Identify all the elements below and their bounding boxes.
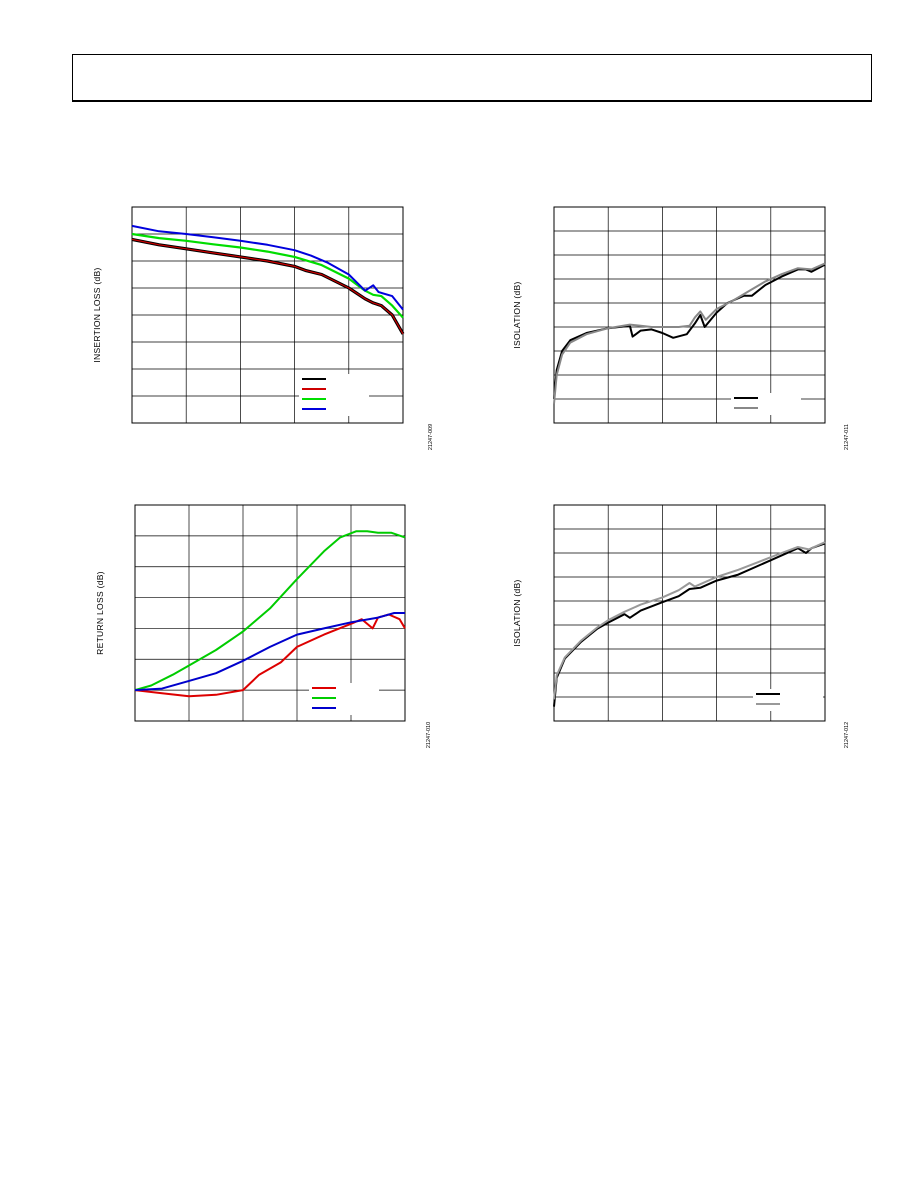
series-line-1 [134, 530, 406, 692]
y-axis-label: INSERTION LOSS (dB) [92, 267, 102, 362]
series-line-1 [553, 262, 826, 404]
series-line-1 [553, 541, 826, 700]
plot-area [553, 504, 826, 722]
isolation-bottom-chart: ISOLATION (dB) 21247-012 [512, 504, 850, 748]
y-axis-label: ISOLATION (dB) [512, 579, 522, 646]
series-line-2 [134, 612, 405, 692]
figure-id: 21247-012 [844, 722, 850, 748]
y-axis-label: RETURN LOSS (dB) [95, 571, 105, 655]
insertion-loss-chart: INSERTION LOSS (dB) 21247-009 [92, 206, 434, 450]
y-axis-label: ISOLATION (dB) [512, 281, 522, 348]
plot-area [131, 206, 404, 424]
legend-background [753, 689, 823, 711]
return-loss-chart: RETURN LOSS (dB) 21247-010 [95, 504, 432, 748]
page-header-box [72, 54, 872, 102]
figure-id: 21247-010 [426, 722, 432, 748]
series-line-1 [131, 238, 404, 335]
series-line-3 [131, 224, 404, 311]
figure-id: 21247-009 [428, 424, 434, 450]
legend-background [731, 393, 801, 415]
figure-id: 21247-011 [844, 424, 850, 450]
plot-area [553, 206, 826, 424]
isolation-top-chart: ISOLATION (dB) 21247-011 [512, 206, 850, 450]
series-line-2 [131, 232, 404, 319]
